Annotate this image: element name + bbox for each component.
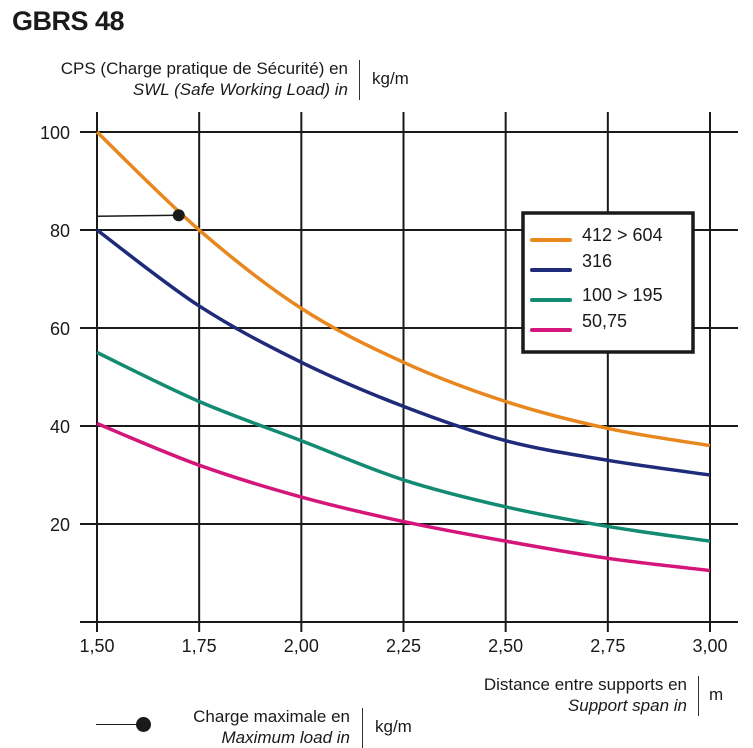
x-tick-label: 1,75: [182, 636, 217, 656]
y-tick-label: 20: [50, 515, 70, 535]
legend-label: 412 > 604: [582, 225, 663, 245]
divider: [698, 676, 699, 716]
chart-title: GBRS 48: [12, 6, 125, 36]
series-line-3: [96, 421, 711, 573]
legend-label: 50,75: [582, 311, 627, 331]
y-tick-label: 100: [40, 123, 70, 143]
marker-legend-en: Maximum load in: [221, 728, 351, 747]
y-tick-label: 40: [50, 417, 70, 437]
marker-legend-dot: [136, 717, 151, 732]
y-tick-label: 80: [50, 221, 70, 241]
y-axis-label-en: SWL (Safe Working Load) in: [132, 80, 348, 99]
x-tick-label: 1,50: [79, 636, 114, 656]
marker-legend-fr: Charge maximale en: [193, 707, 350, 726]
y-axis-label-fr: CPS (Charge pratique de Sécurité) en: [60, 59, 348, 78]
marker-legend-unit: kg/m: [375, 717, 412, 736]
x-tick-label: 2,00: [284, 636, 319, 656]
x-tick-label: 2,50: [488, 636, 523, 656]
x-tick-label: 2,75: [590, 636, 625, 656]
y-tick-label: 60: [50, 319, 70, 339]
divider: [362, 708, 363, 748]
x-axis-label-fr: Distance entre supports en: [483, 675, 687, 694]
y-axis-label: CPS (Charge pratique de Sécurité) en SWL…: [61, 58, 348, 100]
series-line-1: [95, 228, 711, 477]
x-tick-label: 3,00: [692, 636, 727, 656]
marker-legend-line: [96, 724, 144, 725]
legend-label: 316: [582, 251, 612, 271]
x-tick-label: 2,25: [386, 636, 421, 656]
y-axis-unit: kg/m: [372, 69, 409, 88]
divider: [359, 60, 360, 100]
x-axis-unit: m: [709, 685, 724, 704]
series-line-0: [95, 130, 711, 448]
legend-label: 100 > 195: [582, 285, 663, 305]
max-load-marker: [172, 209, 185, 222]
x-axis-label: Distance entre supports en Support span …: [484, 674, 687, 716]
x-axis-label-en: Support span in: [567, 696, 687, 715]
max-load-line: [96, 214, 179, 218]
series-line-2: [96, 350, 711, 543]
marker-legend-label: Charge maximale en Maximum load in: [193, 706, 350, 748]
